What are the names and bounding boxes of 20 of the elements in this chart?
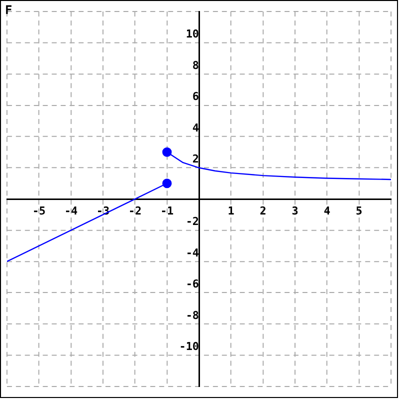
x-tick-label: -1 [160,204,174,218]
y-tick-label: 2 [192,152,199,166]
y-tick-label: -4 [186,246,200,260]
x-tick-label: 3 [292,204,298,218]
chart-title: F [4,3,12,18]
x-tick-label: 4 [324,204,331,218]
y-tick-label: -10 [179,340,199,354]
x-tick-label: -4 [64,204,78,218]
y-tick-label: 8 [192,58,199,72]
x-tick-label: 2 [260,204,266,218]
y-tick-label: 6 [192,90,199,104]
x-tick-label: 5 [356,204,362,218]
y-tick-label: -6 [186,278,199,291]
x-tick-label: 1 [228,204,235,218]
y-tick-label: 4 [192,121,200,134]
y-tick-label: -2 [186,215,199,228]
y-tick-label: 10 [186,28,199,41]
y-tick-label: -8 [186,308,199,322]
x-tick-label: -2 [128,204,142,218]
x-tick-label: -5 [32,204,46,218]
